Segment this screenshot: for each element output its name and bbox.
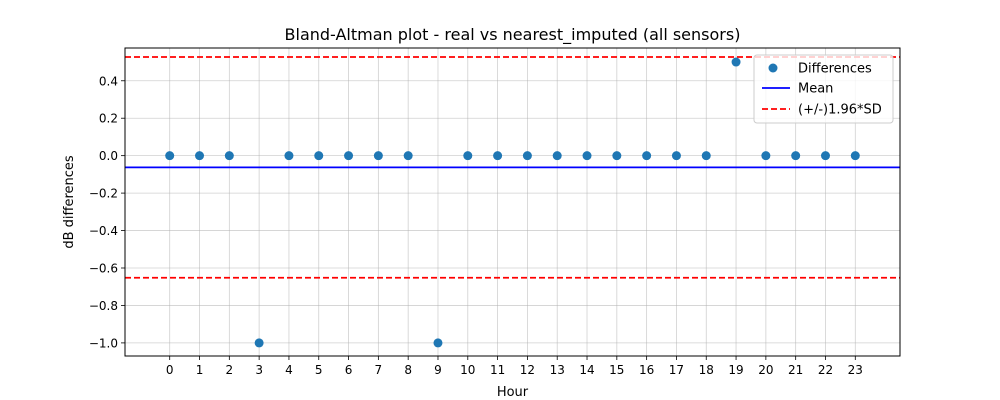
x-tick-label: 3 [255,363,263,377]
x-tick-label: 12 [520,363,535,377]
x-tick-label: 1 [196,363,204,377]
difference-point [165,151,175,161]
difference-point [493,151,503,161]
x-tick-label: 14 [579,363,594,377]
x-tick-label: 11 [490,363,505,377]
x-tick-label: 2 [226,363,234,377]
x-axis-label: Hour [497,385,529,400]
grid [125,48,900,356]
x-tick-label: 13 [550,363,565,377]
difference-point [850,151,860,161]
legend-mean-label: Mean [798,82,833,97]
difference-point [761,151,771,161]
y-tick-label: −0.6 [89,262,118,276]
x-tick-label: 22 [818,363,833,377]
y-axis-ticks: −1.0 −0.8 −0.6 −0.4 −0.2 0.0 0.2 0.4 [89,74,125,350]
difference-point [373,151,383,161]
x-tick-label: 6 [345,363,353,377]
difference-point [582,151,592,161]
x-tick-label: 15 [609,363,624,377]
y-tick-label: −1.0 [89,336,118,350]
x-tick-label: 19 [728,363,743,377]
difference-point [671,151,681,161]
difference-point [522,151,532,161]
difference-point [612,151,622,161]
difference-point [195,151,205,161]
difference-point [463,151,473,161]
difference-point [820,151,830,161]
scatter-points [165,57,860,348]
y-tick-label: −0.4 [89,224,118,238]
difference-point [344,151,354,161]
difference-point [403,151,413,161]
difference-point [284,151,294,161]
y-tick-label: −0.8 [89,299,118,313]
y-tick-label: −0.2 [89,187,118,201]
difference-point [433,338,443,348]
x-tick-label: 18 [699,363,714,377]
difference-point [642,151,652,161]
y-tick-label: 0.0 [99,149,118,163]
x-tick-label: 7 [375,363,383,377]
x-tick-label: 0 [166,363,174,377]
difference-point [701,151,711,161]
difference-point [731,57,741,67]
x-tick-label: 8 [404,363,412,377]
legend: Differences Mean (+/-)1.96*SD [753,54,894,124]
x-axis-ticks: 0 1 2 3 4 5 6 7 8 9 10 11 12 13 14 15 16 17 18 19 20 21 22 23 [166,356,863,377]
x-tick-label: 10 [460,363,475,377]
x-tick-label: 23 [848,363,863,377]
plot-frame [124,47,901,357]
difference-point [254,338,264,348]
difference-point [314,151,324,161]
difference-point [791,151,801,161]
x-tick-label: 5 [315,363,323,377]
legend-box [753,54,894,124]
y-tick-label: 0.2 [99,112,118,126]
reference-lines [125,56,900,279]
legend-differences-marker [768,63,778,73]
legend-sd-label: (+/-)1.96*SD [798,103,882,118]
x-tick-label: 16 [639,363,654,377]
difference-point [552,151,562,161]
x-tick-label: 20 [758,363,773,377]
x-tick-label: 21 [788,363,803,377]
y-axis-label: dB differences [62,155,77,249]
x-tick-label: 4 [285,363,293,377]
x-tick-label: 9 [434,363,442,377]
x-tick-label: 17 [669,363,684,377]
legend-differences-label: Differences [798,62,872,77]
y-tick-label: 0.4 [99,74,118,88]
difference-point [224,151,234,161]
chart-title: Bland-Altman plot - real vs nearest_impu… [285,25,741,45]
